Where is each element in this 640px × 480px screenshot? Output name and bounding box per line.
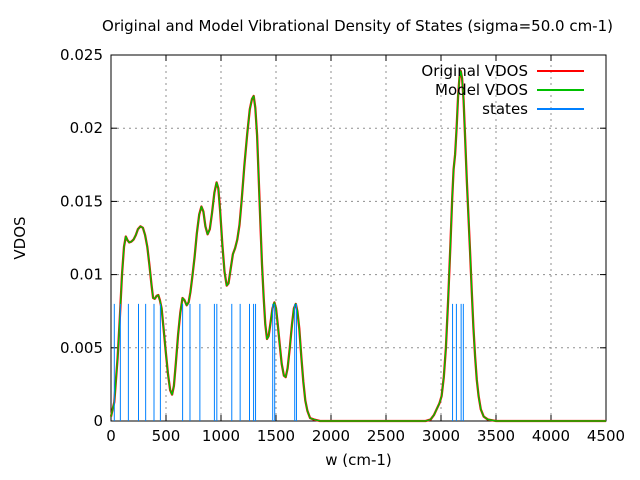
legend-line-sample-model [537,88,584,91]
x-tick-label: 4500 [587,427,625,445]
x-tick-label: 4000 [532,427,570,445]
y-tick-label: 0.01 [70,266,103,284]
y-tick-label: 0.02 [70,119,103,137]
legend-label-original-vdos: Original VDOS [421,61,528,80]
x-tick-label: 3500 [477,427,515,445]
y-tick-label: 0 [93,412,103,430]
x-tick-label: 3000 [422,427,460,445]
x-tick-label: 2000 [312,427,350,445]
y-tick-label: 0.015 [60,192,103,210]
y-axis-label: VDOS [11,216,29,260]
y-tick-label: 0.025 [60,46,103,64]
legend-label-model-vdos: Model VDOS [435,80,528,99]
legend-line-sample-original [537,69,584,72]
x-tick-label: 1500 [257,427,295,445]
legend-label-states: states [482,99,528,118]
x-tick-label: 2500 [367,427,405,445]
vdos-curve [110,70,606,422]
vdos-curve [109,69,606,423]
legend-row-states: states [0,99,584,118]
y-tick-label: 0.005 [60,339,103,357]
x-axis-label: w (cm-1) [325,451,392,469]
legend-line-sample-states [537,107,584,110]
x-tick-label: 0 [106,427,116,445]
x-tick-label: 500 [152,427,181,445]
legend-row-model-vdos: Model VDOS [0,80,584,99]
legend-row-original-vdos: Original VDOS [0,61,584,80]
x-tick-label: 1000 [202,427,240,445]
legend: Original VDOS Model VDOS states [0,61,584,118]
chart-title: Original and Model Vibrational Density o… [102,17,613,35]
